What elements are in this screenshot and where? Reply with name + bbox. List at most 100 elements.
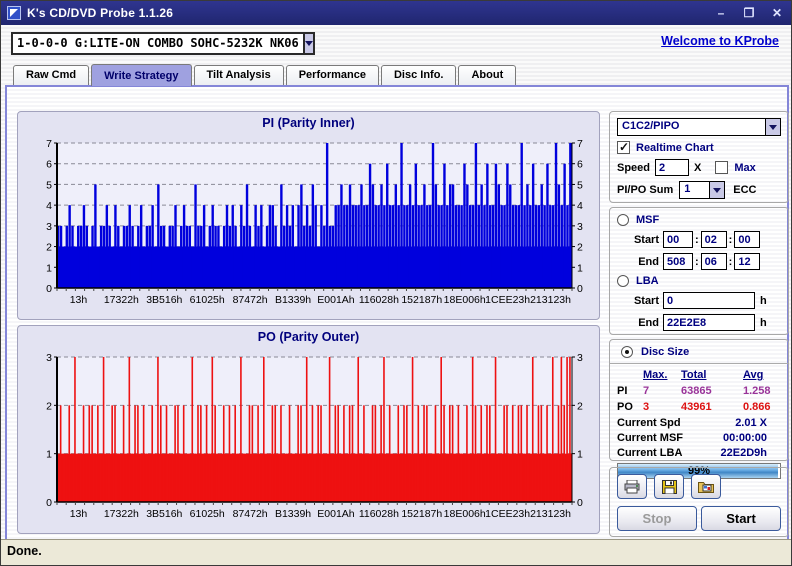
- stats-table: Max. Total Avg PI 7 63865 1.258 PO 3 439…: [617, 369, 781, 413]
- start-button[interactable]: Start: [701, 506, 781, 531]
- scan-options-box: C1C2/PIPO Realtime Chart Speed X Max PI/…: [609, 111, 789, 203]
- app-window: K's CD/DVD Probe 1.1.26 – ❐ ✕ 1-0-0-0 G:…: [0, 0, 792, 566]
- current-lba-label: Current LBA: [617, 447, 682, 459]
- svg-text:6: 6: [46, 159, 52, 171]
- msf-end-min[interactable]: [663, 253, 693, 270]
- floppy-save-icon: [662, 480, 677, 494]
- print-button[interactable]: [617, 474, 647, 499]
- svg-text:1CEE23h: 1CEE23h: [485, 294, 530, 306]
- svg-text:61025h: 61025h: [190, 294, 225, 306]
- svg-text:B1339h: B1339h: [275, 508, 311, 520]
- close-icon[interactable]: ✕: [767, 4, 787, 22]
- stop-button[interactable]: Stop: [617, 506, 697, 531]
- svg-text:116028h: 116028h: [359, 508, 399, 520]
- svg-text:5: 5: [577, 179, 583, 191]
- pipo-sum-select[interactable]: 1: [679, 181, 725, 199]
- stats-box: Disc Size Max. Total Avg PI 7 63865 1.25…: [609, 339, 789, 461]
- chevron-down-icon[interactable]: [709, 182, 724, 198]
- mode-select[interactable]: C1C2/PIPO: [617, 118, 781, 136]
- svg-text:116028h: 116028h: [359, 294, 399, 306]
- svg-text:13h: 13h: [70, 294, 88, 306]
- tab-write-strategy[interactable]: Write Strategy: [91, 64, 191, 86]
- svg-text:13h: 13h: [70, 508, 88, 520]
- chevron-down-icon[interactable]: [303, 34, 313, 53]
- lba-end-label: End: [627, 317, 659, 329]
- current-msf-value: 00:00:00: [723, 432, 767, 444]
- image-folder-icon: [698, 480, 714, 493]
- disc-size-radio[interactable]: [621, 346, 633, 358]
- status-bar: Done.: [1, 539, 791, 565]
- actions-box: Stop Start: [609, 467, 789, 537]
- chevron-down-icon[interactable]: [765, 119, 780, 135]
- speed-input[interactable]: [655, 159, 689, 176]
- tab-bar: Raw Cmd Write Strategy Tilt Analysis Per…: [13, 63, 518, 85]
- msf-start-frame[interactable]: [734, 231, 760, 248]
- pi-chart-canvas: 001122334455667713h17322h3B516h61025h874…: [19, 134, 598, 318]
- tab-disc-info[interactable]: Disc Info.: [381, 65, 457, 85]
- current-spd-value: 2.01 X: [735, 417, 767, 429]
- svg-text:152187h: 152187h: [401, 294, 442, 306]
- svg-text:18E006h: 18E006h: [444, 294, 486, 306]
- lba-unit-label: h: [760, 295, 767, 307]
- svg-text:3B516h: 3B516h: [146, 294, 182, 306]
- realtime-chart-checkbox[interactable]: [617, 141, 630, 154]
- lba-start-input[interactable]: [663, 292, 755, 309]
- window-title: K's CD/DVD Probe 1.1.26: [27, 6, 173, 20]
- svg-text:3B516h: 3B516h: [146, 508, 182, 520]
- current-lba-value: 22E2D9h: [721, 447, 767, 459]
- svg-text:B1339h: B1339h: [275, 294, 311, 306]
- msf-start-sec[interactable]: [701, 231, 727, 248]
- maximize-icon[interactable]: ❐: [739, 4, 759, 22]
- svg-text:6: 6: [577, 159, 583, 171]
- pi-total-value: 63865: [681, 385, 743, 397]
- tab-tilt-analysis[interactable]: Tilt Analysis: [194, 65, 284, 85]
- po-row-label: PO: [617, 401, 643, 413]
- pipo-sum-value: 1: [680, 182, 709, 198]
- drive-selector-value: 1-0-0-0 G:LITE-ON COMBO SOHC-5232K NK06: [13, 34, 303, 53]
- drive-selector[interactable]: 1-0-0-0 G:LITE-ON COMBO SOHC-5232K NK06: [11, 32, 315, 55]
- speed-label: Speed: [617, 162, 650, 174]
- colon-label: :: [695, 234, 699, 246]
- svg-text:2: 2: [577, 242, 583, 254]
- stats-header-total: Total: [681, 369, 743, 381]
- svg-text:2: 2: [46, 242, 52, 254]
- title-bar: K's CD/DVD Probe 1.1.26 – ❐ ✕: [1, 1, 791, 25]
- ecc-label: ECC: [733, 184, 756, 196]
- tab-about[interactable]: About: [458, 65, 516, 85]
- lba-start-label: Start: [627, 295, 659, 307]
- svg-text:E001Ah: E001Ah: [317, 294, 355, 306]
- svg-text:1: 1: [577, 262, 583, 274]
- msf-radio[interactable]: [617, 214, 629, 226]
- msf-end-sec[interactable]: [701, 253, 727, 270]
- export-image-button[interactable]: [691, 474, 721, 499]
- minimize-icon[interactable]: –: [711, 4, 731, 22]
- svg-text:1CEE23h: 1CEE23h: [485, 508, 530, 520]
- svg-text:152187h: 152187h: [401, 508, 442, 520]
- msf-end-frame[interactable]: [734, 253, 760, 270]
- svg-text:0: 0: [577, 283, 583, 295]
- status-text: Done.: [7, 544, 42, 558]
- max-label: Max: [734, 162, 755, 174]
- svg-text:7: 7: [577, 138, 583, 150]
- stats-header-avg: Avg: [743, 369, 792, 381]
- realtime-chart-label: Realtime Chart: [636, 142, 714, 154]
- printer-icon: [624, 480, 640, 494]
- welcome-link[interactable]: Welcome to KProbe: [661, 34, 779, 48]
- write-strategy-page: PI (Parity Inner) 001122334455667713h173…: [5, 85, 789, 541]
- svg-text:87472h: 87472h: [233, 294, 268, 306]
- svg-text:3: 3: [577, 352, 583, 364]
- mode-select-value: C1C2/PIPO: [618, 119, 765, 135]
- svg-text:7: 7: [46, 138, 52, 150]
- max-checkbox[interactable]: [715, 161, 728, 174]
- save-button[interactable]: [654, 474, 684, 499]
- msf-start-min[interactable]: [663, 231, 693, 248]
- colon-label: :: [729, 234, 733, 246]
- svg-text:0: 0: [46, 283, 52, 295]
- lba-end-input[interactable]: [663, 314, 755, 331]
- lba-radio[interactable]: [617, 275, 629, 287]
- msf-end-label: End: [627, 256, 659, 268]
- tab-performance[interactable]: Performance: [286, 65, 379, 85]
- range-box: MSF Start : : End : : LBA: [609, 207, 789, 335]
- tab-raw-cmd[interactable]: Raw Cmd: [13, 65, 89, 85]
- lba-label: LBA: [636, 275, 659, 287]
